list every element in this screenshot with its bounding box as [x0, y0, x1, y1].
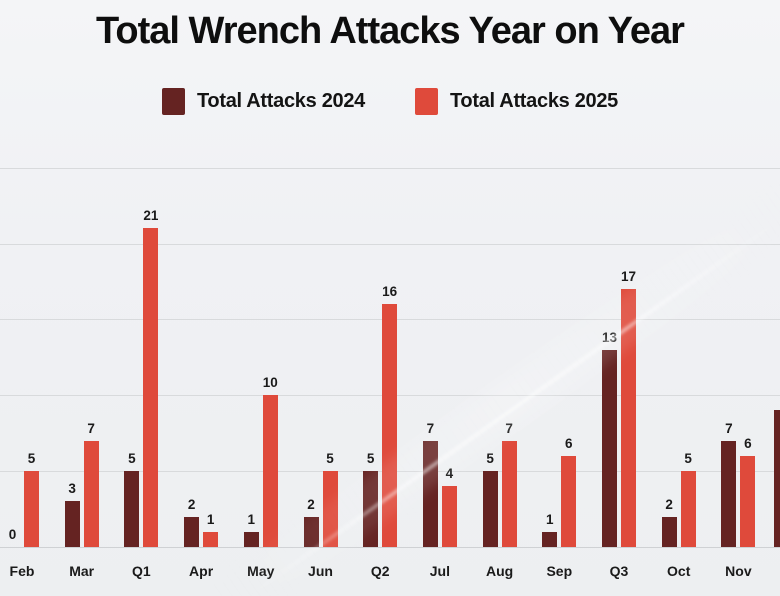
value-label-2024-Jun: 2 — [307, 496, 315, 512]
bar-2024-Apr — [184, 516, 200, 547]
value-label-2025-Mar: 7 — [87, 420, 95, 436]
x-axis-label-Q3: Q3 — [609, 563, 629, 579]
bar-2024-Q2 — [363, 471, 379, 547]
x-axis-label-Jul: Jul — [429, 563, 451, 579]
x-axis-label-Feb: Feb — [9, 563, 35, 579]
value-label-2024-Aug: 5 — [486, 451, 494, 467]
value-label-2025-May: 10 — [262, 375, 278, 391]
x-axis-label-Nov: Nov — [725, 563, 752, 579]
bar-2024-Aug — [482, 471, 498, 547]
x-axis-label-Oct: Oct — [667, 563, 691, 579]
x-axis-label-Mar: Mar — [69, 563, 95, 579]
bar-2025-Oct — [680, 471, 696, 547]
value-label-2024-Q3: 13 — [601, 329, 618, 345]
legend-swatch-2024 — [161, 88, 185, 115]
legend-label-2025: Total Attacks 2025 — [450, 90, 619, 112]
bar-clipped-right-edge — [774, 410, 780, 547]
bar-2024-Oct — [661, 516, 677, 547]
x-axis-label-Q1: Q1 — [132, 563, 151, 579]
x-axis-label-Apr: Apr — [189, 563, 214, 579]
x-axis-line — [0, 547, 780, 548]
legend-item-2024: Total Attacks 2024 — [161, 88, 365, 115]
value-label-2025-Aug: 7 — [505, 420, 513, 436]
value-label-2024-Sep: 1 — [546, 511, 554, 527]
gridline-20 — [0, 243, 780, 245]
value-label-2024-Apr: 2 — [187, 496, 196, 512]
bar-2024-Jul — [422, 440, 438, 547]
gridline-25 — [0, 167, 780, 169]
bar-2025-Q2 — [382, 304, 398, 547]
bar-2024-Sep — [542, 531, 558, 547]
bar-2025-Sep — [561, 455, 577, 547]
bar-2025-Nov — [740, 455, 756, 547]
x-axis-label-May: May — [247, 563, 275, 579]
bar-2025-Aug — [501, 440, 517, 547]
bar-2024-Jun — [303, 516, 319, 547]
bar-2025-Apr — [203, 531, 219, 547]
bar-2024-Mar — [64, 501, 80, 547]
bar-2025-Jun — [322, 471, 338, 547]
value-label-2025-Q2: 16 — [382, 284, 398, 300]
legend: Total Attacks 2024 Total Attacks 2025 — [0, 88, 780, 115]
bar-2025-Jul — [441, 486, 457, 547]
value-label-2025-Nov: 6 — [744, 435, 752, 451]
bar-2024-Nov — [721, 440, 737, 547]
value-label-2024-Oct: 2 — [665, 496, 673, 512]
legend-label-2024: Total Attacks 2024 — [196, 90, 365, 112]
bar-2024-Q3 — [602, 349, 617, 547]
value-label-2025-Oct: 5 — [684, 451, 692, 467]
value-label-2025-Q3: 17 — [620, 269, 637, 285]
x-axis-label-Jun: Jun — [308, 563, 333, 579]
value-label-2024-Q1: 5 — [128, 451, 136, 467]
value-label-2025-Jul: 4 — [445, 466, 454, 482]
value-label-2024-Nov: 7 — [725, 420, 733, 436]
value-label-2024-May: 1 — [247, 511, 256, 527]
x-axis-label-Q2: Q2 — [370, 563, 390, 579]
value-label-2024-Mar: 3 — [68, 481, 76, 497]
chart-title: Total Wrench Attacks Year on Year — [96, 10, 685, 52]
bar-2024-May — [243, 531, 259, 547]
value-label-2025-Q1: 21 — [143, 208, 159, 224]
value-label-2025-Jun: 5 — [326, 451, 334, 467]
value-label-2024-Feb: 0 — [8, 527, 17, 542]
value-label-2025-Feb: 5 — [27, 451, 36, 467]
legend-item-2025: Total Attacks 2025 — [415, 88, 618, 115]
value-label-2024-Q2: 5 — [366, 451, 375, 467]
bar-2025-Q1 — [143, 228, 159, 547]
x-axis-label-Sep: Sep — [546, 563, 573, 579]
value-label-2025-Sep: 6 — [565, 435, 573, 451]
value-label-2025-Apr: 1 — [206, 511, 215, 527]
value-label-2024-Jul: 7 — [426, 420, 435, 436]
bar-2025-May — [262, 395, 278, 547]
legend-swatch-2025 — [415, 88, 438, 115]
bar-2025-Mar — [83, 440, 99, 547]
bar-2025-Feb — [24, 471, 39, 547]
bar-2025-Q3 — [621, 289, 636, 547]
bar-2024-Q1 — [124, 471, 140, 547]
x-axis-label-Aug: Aug — [485, 563, 514, 579]
